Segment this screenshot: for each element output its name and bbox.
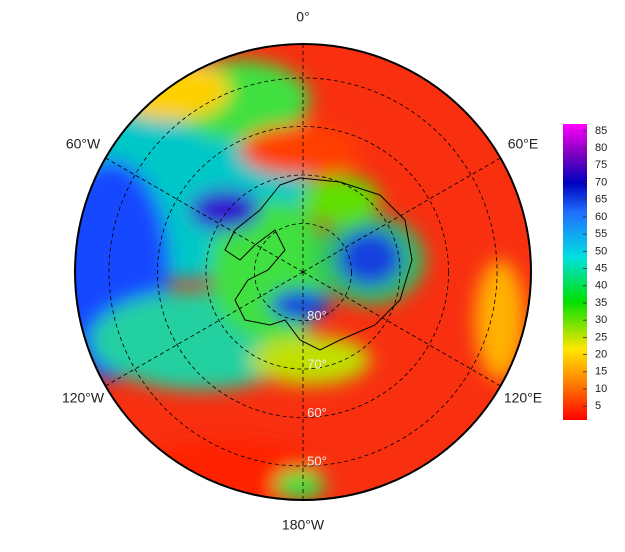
colorbar-label: 50 bbox=[595, 245, 607, 257]
longitude-label: 60°E bbox=[508, 136, 539, 152]
colorbar-label: 80 bbox=[595, 142, 607, 154]
colorbar-label: 10 bbox=[595, 383, 607, 395]
latitude-label: 70° bbox=[307, 356, 327, 371]
colorbar-label: 15 bbox=[595, 366, 607, 378]
longitude-line bbox=[105, 271, 304, 387]
colorbar-label: 40 bbox=[595, 280, 607, 292]
longitude-line bbox=[302, 157, 501, 273]
colorbar-label: 30 bbox=[595, 314, 607, 326]
colorbar-label: 70 bbox=[595, 176, 607, 188]
data-field bbox=[75, 44, 531, 500]
longitude-label: 0° bbox=[296, 9, 309, 25]
colorbar-label: 5 bbox=[595, 400, 601, 412]
longitude-label: 120°W bbox=[62, 390, 105, 406]
colorbar-label: 20 bbox=[595, 349, 607, 361]
colorbar-label: 75 bbox=[595, 159, 607, 171]
colorbar-label: 85 bbox=[595, 125, 607, 137]
coastline bbox=[224, 177, 413, 351]
colorbar-label: 35 bbox=[595, 297, 607, 309]
longitude-label: 180°W bbox=[282, 517, 325, 533]
longitude-line bbox=[105, 157, 304, 273]
latitude-circle bbox=[157, 126, 449, 418]
latitude-label: 60° bbox=[307, 405, 327, 420]
longitude-line bbox=[302, 271, 501, 387]
latitude-circle bbox=[108, 77, 498, 467]
colorbar-label: 60 bbox=[595, 211, 607, 223]
latitude-circle bbox=[254, 223, 352, 321]
latitude-label: 50° bbox=[307, 453, 327, 468]
colorbar-label: 55 bbox=[595, 228, 607, 240]
colorbar bbox=[563, 124, 587, 420]
longitude-label: 120°E bbox=[504, 390, 542, 406]
latitude-label: 80° bbox=[307, 308, 327, 323]
colorbar-label: 45 bbox=[595, 262, 607, 274]
latitude-circle bbox=[205, 174, 401, 370]
colorbar-label: 65 bbox=[595, 194, 607, 206]
longitude-label: 60°W bbox=[66, 136, 101, 152]
colorbar-label: 25 bbox=[595, 331, 607, 343]
